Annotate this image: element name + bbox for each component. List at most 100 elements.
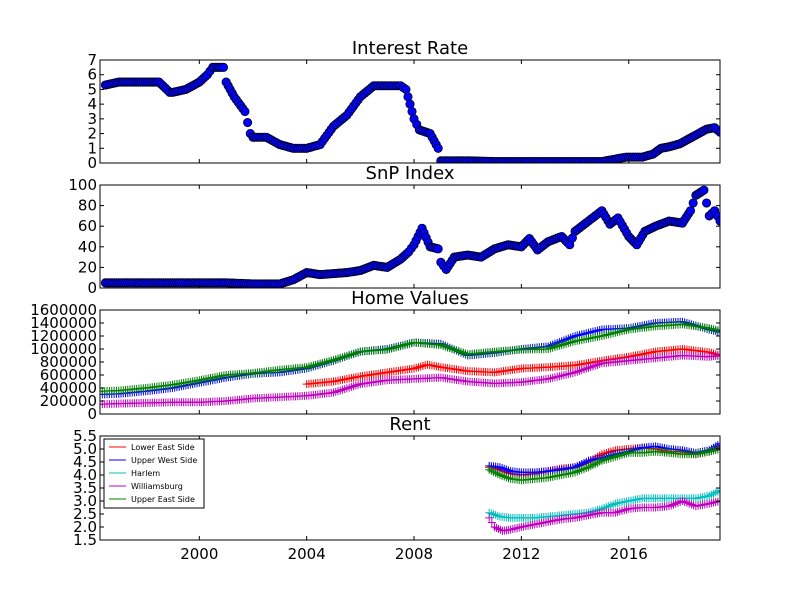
data-point (548, 373, 557, 382)
data-point (586, 363, 595, 372)
data-point (416, 362, 425, 371)
data-point (508, 525, 517, 534)
data-point (500, 464, 509, 473)
y-tick-label: 1600000 (30, 301, 97, 319)
y-tick-label: 6 (87, 66, 97, 84)
data-point (716, 328, 720, 337)
data-point (568, 368, 577, 377)
data-point (685, 206, 696, 216)
y-tick-label: 100 (68, 176, 97, 194)
x-tick-label: 2004 (288, 545, 326, 563)
y-tick-label: 1 (87, 139, 97, 157)
y-tick-label: 600000 (40, 366, 97, 384)
y-tick-label: 5.0 (73, 440, 97, 458)
data-point (615, 507, 624, 516)
data-point (349, 382, 358, 391)
data-point (347, 382, 356, 391)
data-point (342, 384, 351, 393)
data-point (707, 490, 716, 499)
series-upper-east-side (100, 320, 720, 396)
data-point (609, 329, 618, 338)
data-point (493, 469, 502, 478)
data-point (487, 518, 496, 527)
series-williamsburg (485, 497, 720, 535)
data-point (333, 387, 342, 396)
data-point (492, 523, 501, 532)
data-point (387, 344, 396, 353)
data-point (491, 511, 500, 520)
data-point (340, 385, 349, 394)
data-point (571, 368, 580, 377)
data-point (504, 466, 513, 475)
data-point (494, 524, 503, 533)
data-point (389, 343, 398, 352)
data-point (487, 509, 496, 518)
data-point (345, 383, 354, 392)
data-point (243, 117, 253, 128)
y-tick-label: 2.5 (73, 505, 97, 523)
data-point (709, 489, 718, 498)
data-point (506, 525, 515, 534)
data-point (487, 466, 496, 475)
panel-home-values: Home Values 02000004000006000008000001000… (30, 288, 721, 423)
plot-area (100, 62, 720, 163)
data-point (510, 524, 519, 533)
legend-label: Harlem (131, 469, 160, 478)
y-tick-label: 4.5 (73, 453, 97, 471)
data-point (495, 463, 504, 472)
data-point (240, 106, 250, 117)
data-point (489, 467, 498, 476)
series-data-0 (100, 62, 720, 163)
data-point (688, 198, 698, 208)
data-point (338, 385, 347, 394)
data-point (396, 342, 405, 351)
y-tick-label: 7 (87, 51, 97, 69)
data-point (699, 185, 709, 195)
data-point (702, 198, 712, 208)
y-tick-label: 5.5 (73, 427, 97, 445)
series-williamsburg (100, 351, 720, 409)
data-point (575, 366, 584, 375)
y-tick-label: 800000 (40, 353, 97, 371)
data-point (383, 345, 392, 354)
series-upper-east-side (485, 445, 720, 485)
data-point (394, 342, 403, 351)
y-tick-label: 1200000 (30, 327, 97, 345)
legend-label: Upper West Side (131, 456, 197, 465)
data-point (618, 506, 627, 515)
y-tick-label: 3.5 (73, 479, 97, 497)
axes-frame (99, 184, 721, 289)
data-point (515, 523, 524, 532)
data-point (392, 343, 401, 352)
axes-frame (99, 59, 721, 164)
data-point (498, 463, 507, 472)
data-point (336, 386, 345, 395)
data-point (716, 326, 720, 335)
data-point (439, 341, 448, 350)
data-point (711, 498, 720, 507)
data-point (604, 330, 613, 339)
data-point (218, 62, 229, 72)
data-point (580, 365, 589, 374)
data-point (713, 487, 720, 496)
data-point (709, 446, 718, 455)
data-point (711, 325, 720, 334)
data-point (329, 388, 338, 397)
data-point (559, 371, 568, 380)
panel-title: Home Values (351, 288, 469, 309)
x-tick-label: 2008 (395, 545, 433, 563)
legend-label: Upper East Side (131, 495, 195, 504)
y-tick-label: 3 (87, 110, 97, 128)
data-point (354, 380, 363, 389)
y-tick-label: 1400000 (30, 314, 97, 332)
plot-area (100, 317, 720, 409)
data-point (433, 143, 443, 153)
panel-title: SnP Index (366, 163, 455, 184)
y-tick-label: 2.0 (73, 518, 97, 536)
data-point (412, 363, 421, 372)
data-point (713, 497, 720, 506)
data-point (436, 341, 445, 350)
data-point (550, 373, 559, 382)
